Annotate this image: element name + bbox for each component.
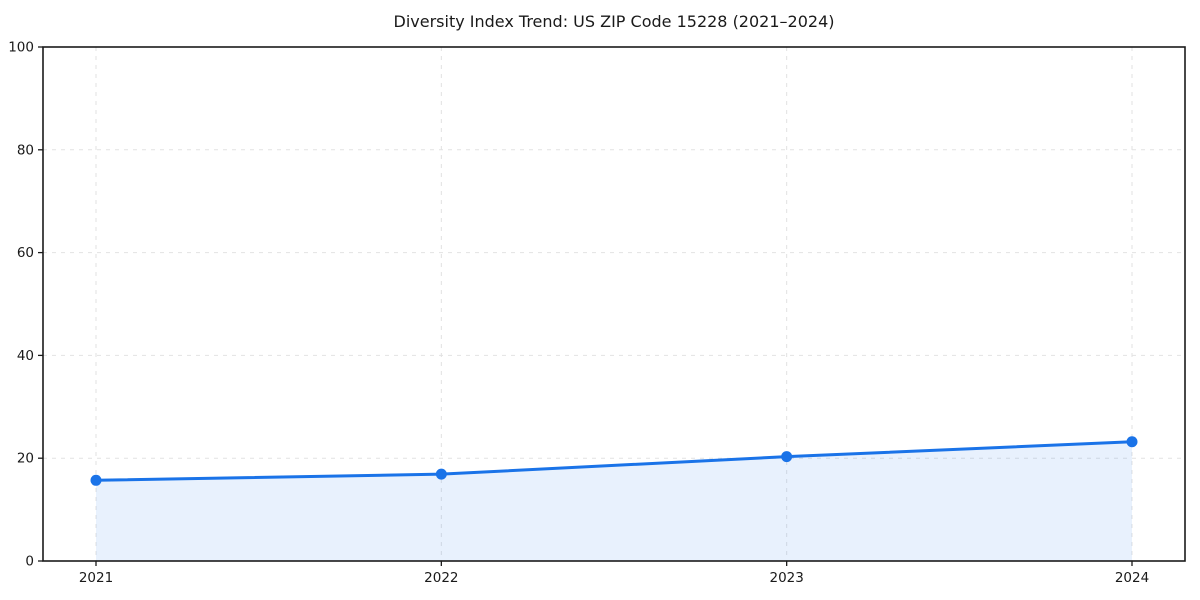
x-tick-label: 2023	[769, 570, 803, 586]
data-point	[1126, 436, 1138, 448]
y-tick-label: 100	[8, 40, 34, 56]
y-tick-label: 60	[17, 245, 34, 261]
y-tick-label: 20	[17, 451, 34, 467]
y-tick-label: 0	[25, 554, 34, 570]
chart-title: Diversity Index Trend: US ZIP Code 15228…	[394, 12, 835, 31]
series-layer	[90, 436, 1138, 561]
y-tick-label: 40	[17, 348, 34, 364]
x-tick-label: 2022	[424, 570, 458, 586]
data-point	[781, 451, 793, 463]
plot-border	[42, 46, 1186, 562]
area-fill	[96, 441, 1132, 561]
data-point	[90, 474, 102, 486]
y-tick-label: 80	[17, 142, 34, 158]
x-tick-label: 2021	[79, 570, 113, 586]
trend-line	[94, 440, 1134, 482]
x-tick-label: 2024	[1115, 570, 1149, 586]
data-point	[435, 468, 447, 480]
axes-layer: 0 20 40 60 80 100 2021 2022 2023 2024	[8, 40, 1186, 586]
